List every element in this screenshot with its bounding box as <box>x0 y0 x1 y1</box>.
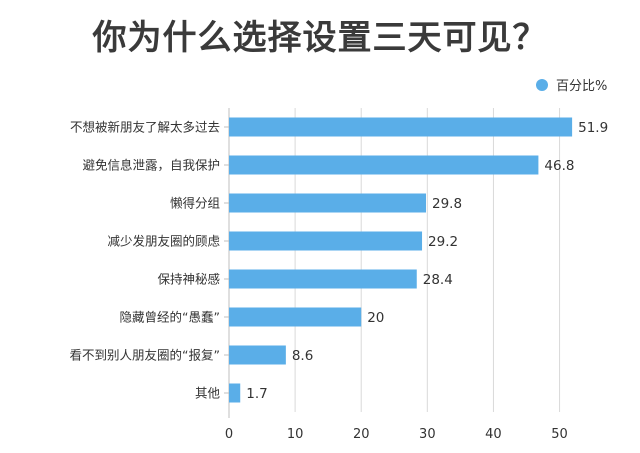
legend-swatch <box>536 78 548 91</box>
bar <box>229 269 417 289</box>
x-tick-label: 30 <box>419 427 436 442</box>
value-label: 1.7 <box>246 386 267 402</box>
bar <box>229 307 362 327</box>
x-tick-label: 40 <box>485 427 502 442</box>
category-label: 避免信息泄露，自我保护 <box>82 158 220 173</box>
bar <box>229 117 573 137</box>
category-label: 懒得分组 <box>170 196 220 211</box>
value-label: 20 <box>367 310 384 326</box>
value-label: 28.4 <box>423 272 453 288</box>
x-tick-label: 0 <box>225 427 233 442</box>
value-label: 46.8 <box>544 158 574 174</box>
legend: 百分比% <box>536 75 607 94</box>
bar <box>229 345 286 365</box>
x-tick-label: 50 <box>551 427 568 442</box>
value-label: 29.2 <box>428 234 458 250</box>
category-label: 减少发朋友圈的顾虑 <box>107 234 220 249</box>
category-label: 隐藏曾经的“愚蠢” <box>120 310 220 325</box>
category-label: 其他 <box>195 386 221 401</box>
value-label: 29.8 <box>432 196 462 212</box>
category-label: 看不到别人朋友圈的“报复” <box>70 348 220 363</box>
bar <box>229 193 427 213</box>
category-label: 保持神秘感 <box>157 272 220 287</box>
chart-title: 你为什么选择设置三天可见？ <box>92 18 548 58</box>
bar <box>229 383 241 403</box>
x-tick-label: 10 <box>287 427 304 442</box>
x-tick-label: 20 <box>353 427 370 442</box>
legend-label: 百分比% <box>556 79 608 94</box>
bar <box>229 155 539 175</box>
category-label: 不想被新朋友了解太多过去 <box>70 120 220 135</box>
value-label: 51.9 <box>578 120 608 136</box>
bar <box>229 231 423 251</box>
value-label: 8.6 <box>292 348 313 364</box>
